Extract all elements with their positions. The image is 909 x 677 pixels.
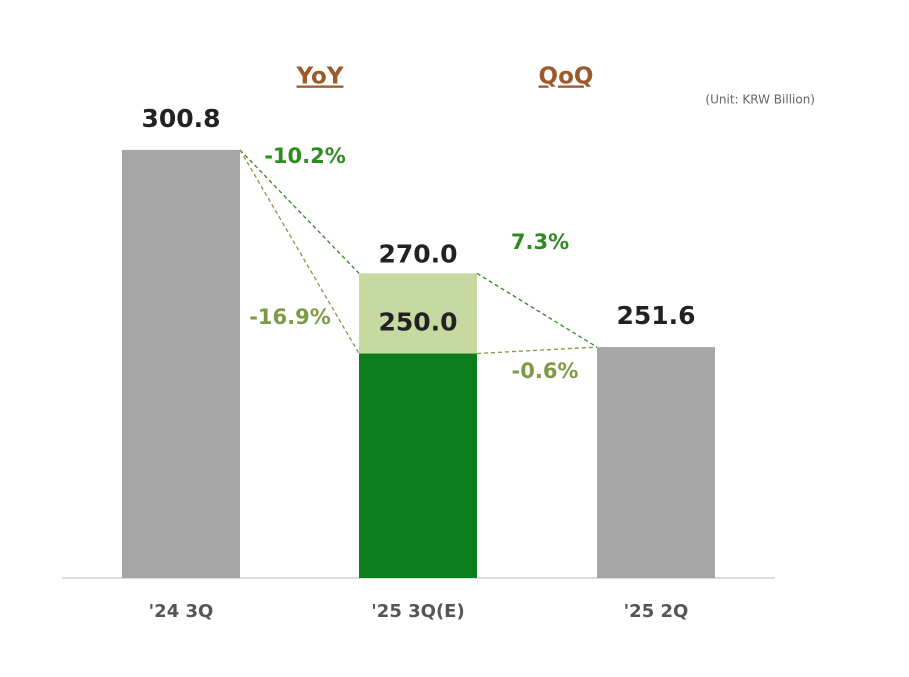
connector xyxy=(476,272,598,348)
qoq-title: QoQ xyxy=(539,64,594,90)
value-label: 300.8 xyxy=(141,104,220,133)
upper-range xyxy=(359,273,477,354)
change-label: -10.2% xyxy=(264,144,346,168)
unit-note: (Unit: KRW Billion) xyxy=(705,93,815,107)
change-label: 7.3% xyxy=(511,230,569,254)
connector xyxy=(239,149,360,354)
bar xyxy=(122,149,240,579)
yoy-title: YoY xyxy=(296,64,344,90)
category-label: '24 3Q xyxy=(149,601,214,622)
connector xyxy=(476,346,598,355)
category-label: '25 3Q(E) xyxy=(371,601,464,622)
change-label: -16.9% xyxy=(249,305,331,329)
value-label: 251.6 xyxy=(616,301,695,330)
bar xyxy=(359,353,477,578)
change-label: -0.6% xyxy=(512,359,579,383)
category-label: '25 2Q xyxy=(624,601,689,622)
bar xyxy=(597,347,715,578)
value-label: 250.0 xyxy=(378,308,457,337)
connector xyxy=(239,149,360,274)
upper-value-label: 270.0 xyxy=(378,239,457,268)
